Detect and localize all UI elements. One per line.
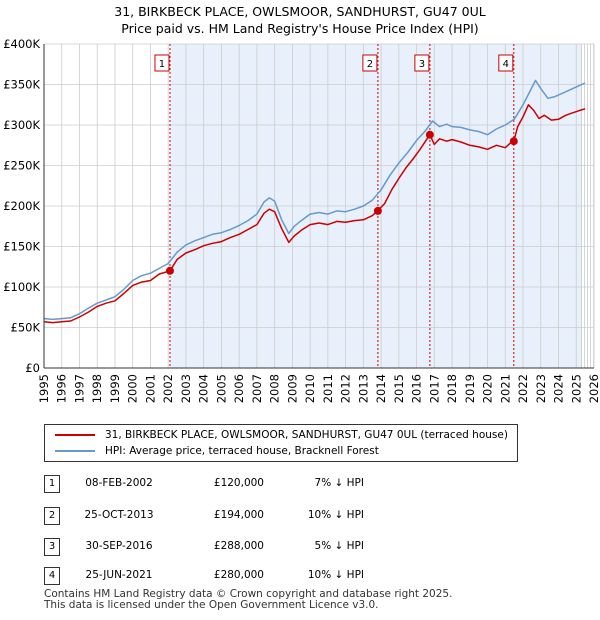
transaction-row: 1 08-FEB-2002 £120,000 7% ↓ HPI — [44, 475, 444, 493]
transaction-date: 25-OCT-2013 — [84, 509, 154, 521]
x-tick-label: 2005 — [214, 374, 228, 403]
x-tick-label: 2011 — [321, 374, 335, 403]
transaction-label-number: 1 — [159, 59, 165, 70]
x-tick-label: 2026 — [587, 374, 600, 403]
transaction-number: 2 — [44, 507, 60, 525]
x-tick-label: 2009 — [285, 374, 299, 403]
transaction-row: 3 30-SEP-2016 £288,000 5% ↓ HPI — [44, 538, 444, 556]
x-tick-label: 2008 — [268, 374, 282, 403]
x-tick-label: 1996 — [55, 374, 69, 403]
legend-label-hpi: HPI: Average price, terraced house, Brac… — [105, 445, 379, 457]
transaction-label-number: 2 — [367, 59, 373, 70]
transaction-price: £194,000 — [213, 509, 264, 521]
x-tick-label: 2020 — [481, 374, 495, 403]
y-tick-label: £350K — [3, 78, 40, 92]
transaction-date: 30-SEP-2016 — [85, 540, 153, 552]
footer-line-2: This data is licensed under the Open Gov… — [44, 599, 379, 611]
y-tick-label: £250K — [3, 159, 40, 173]
y-tick-label: £400K — [3, 37, 40, 51]
x-tick-label: 2012 — [339, 374, 353, 403]
price-chart: 1 2 3 4 £0 £50K £100K £150K £200K £250K £300K £350… — [3, 37, 600, 403]
x-tick-label: 2016 — [410, 374, 424, 403]
x-tick-label: 2006 — [232, 374, 246, 403]
transaction-marker — [425, 130, 434, 139]
transaction-date: 25-JUN-2021 — [85, 569, 153, 581]
transaction-label-box — [414, 54, 430, 72]
y-tick-label: £100K — [3, 280, 40, 294]
y-tick-label: £200K — [3, 199, 40, 213]
x-tick-label: 2024 — [552, 374, 566, 403]
transaction-marker — [373, 206, 382, 215]
legend-swatch-price — [55, 434, 95, 436]
x-tick-label: 2002 — [161, 374, 175, 403]
transaction-price: £288,000 — [213, 540, 264, 552]
x-tick-label: 2007 — [250, 374, 264, 403]
transaction-hpi-diff: 10% ↓ HPI — [307, 509, 364, 521]
x-tick-label: 2001 — [143, 374, 157, 403]
y-tick-label: £50K — [11, 321, 41, 335]
x-tick-label: 2017 — [427, 374, 441, 403]
x-tick-label: 2019 — [463, 374, 477, 403]
x-tick-label: 2018 — [445, 374, 459, 403]
transaction-marker — [165, 266, 174, 275]
transaction-label-box — [362, 54, 378, 72]
x-tick-label: 1997 — [72, 374, 86, 403]
transaction-date: 08-FEB-2002 — [85, 477, 153, 489]
transaction-label-number: 4 — [503, 59, 509, 70]
transaction-hpi-diff: 10% ↓ HPI — [307, 569, 364, 581]
x-tick-label: 1999 — [108, 374, 122, 403]
x-tick-label: 2000 — [126, 374, 140, 403]
transaction-number: 1 — [44, 475, 60, 493]
transaction-marker — [509, 137, 518, 146]
footer: Contains HM Land Registry data © Crown c… — [44, 589, 452, 611]
transaction-row: 4 25-JUN-2021 £280,000 10% ↓ HPI — [44, 567, 444, 585]
x-tick-label: 2010 — [303, 374, 317, 403]
y-tick-label: £0 — [25, 361, 40, 375]
legend-item-price: 31, BIRKBECK PLACE, OWLSMOOR, SANDHURST,… — [55, 428, 508, 442]
transaction-label-number: 3 — [419, 59, 425, 70]
y-tick-label: £300K — [3, 118, 40, 132]
x-tick-label: 2013 — [356, 374, 370, 403]
transaction-number: 4 — [44, 567, 60, 585]
x-tick-label: 2025 — [569, 374, 583, 403]
x-tick-label: 2004 — [197, 374, 211, 403]
footer-line-1: Contains HM Land Registry data © Crown c… — [44, 588, 453, 600]
x-tick-label: 2003 — [179, 374, 193, 403]
x-tick-label: 2021 — [498, 374, 512, 403]
transaction-hpi-diff: 7% ↓ HPI — [314, 477, 364, 489]
y-tick-label: £150K — [3, 240, 40, 254]
legend-label-price: 31, BIRKBECK PLACE, OWLSMOOR, SANDHURST,… — [105, 429, 508, 441]
transaction-label-box — [498, 54, 514, 72]
x-tick-label: 1995 — [37, 374, 51, 403]
transaction-price: £120,000 — [213, 477, 264, 489]
x-tick-label: 2014 — [374, 374, 388, 403]
chart-title: 31, BIRKBECK PLACE, OWLSMOOR, SANDHURST,… — [114, 4, 486, 19]
transaction-price: £280,000 — [213, 569, 264, 581]
x-tick-label: 2022 — [516, 374, 530, 403]
transaction-number: 3 — [44, 538, 60, 556]
legend-item-hpi: HPI: Average price, terraced house, Brac… — [55, 444, 379, 458]
chart-subtitle: Price paid vs. HM Land Registry's House … — [121, 21, 479, 36]
x-tick-label: 2023 — [534, 374, 548, 403]
transaction-hpi-diff: 5% ↓ HPI — [314, 540, 364, 552]
transaction-row: 2 25-OCT-2013 £194,000 10% ↓ HPI — [44, 507, 444, 525]
legend-swatch-hpi — [55, 450, 95, 452]
series-line-hpi — [43, 79, 586, 321]
transaction-label-box — [154, 54, 170, 72]
x-tick-label: 2015 — [392, 374, 406, 403]
legend: 31, BIRKBECK PLACE, OWLSMOOR, SANDHURST,… — [44, 424, 518, 462]
x-tick-label: 1998 — [90, 374, 104, 403]
